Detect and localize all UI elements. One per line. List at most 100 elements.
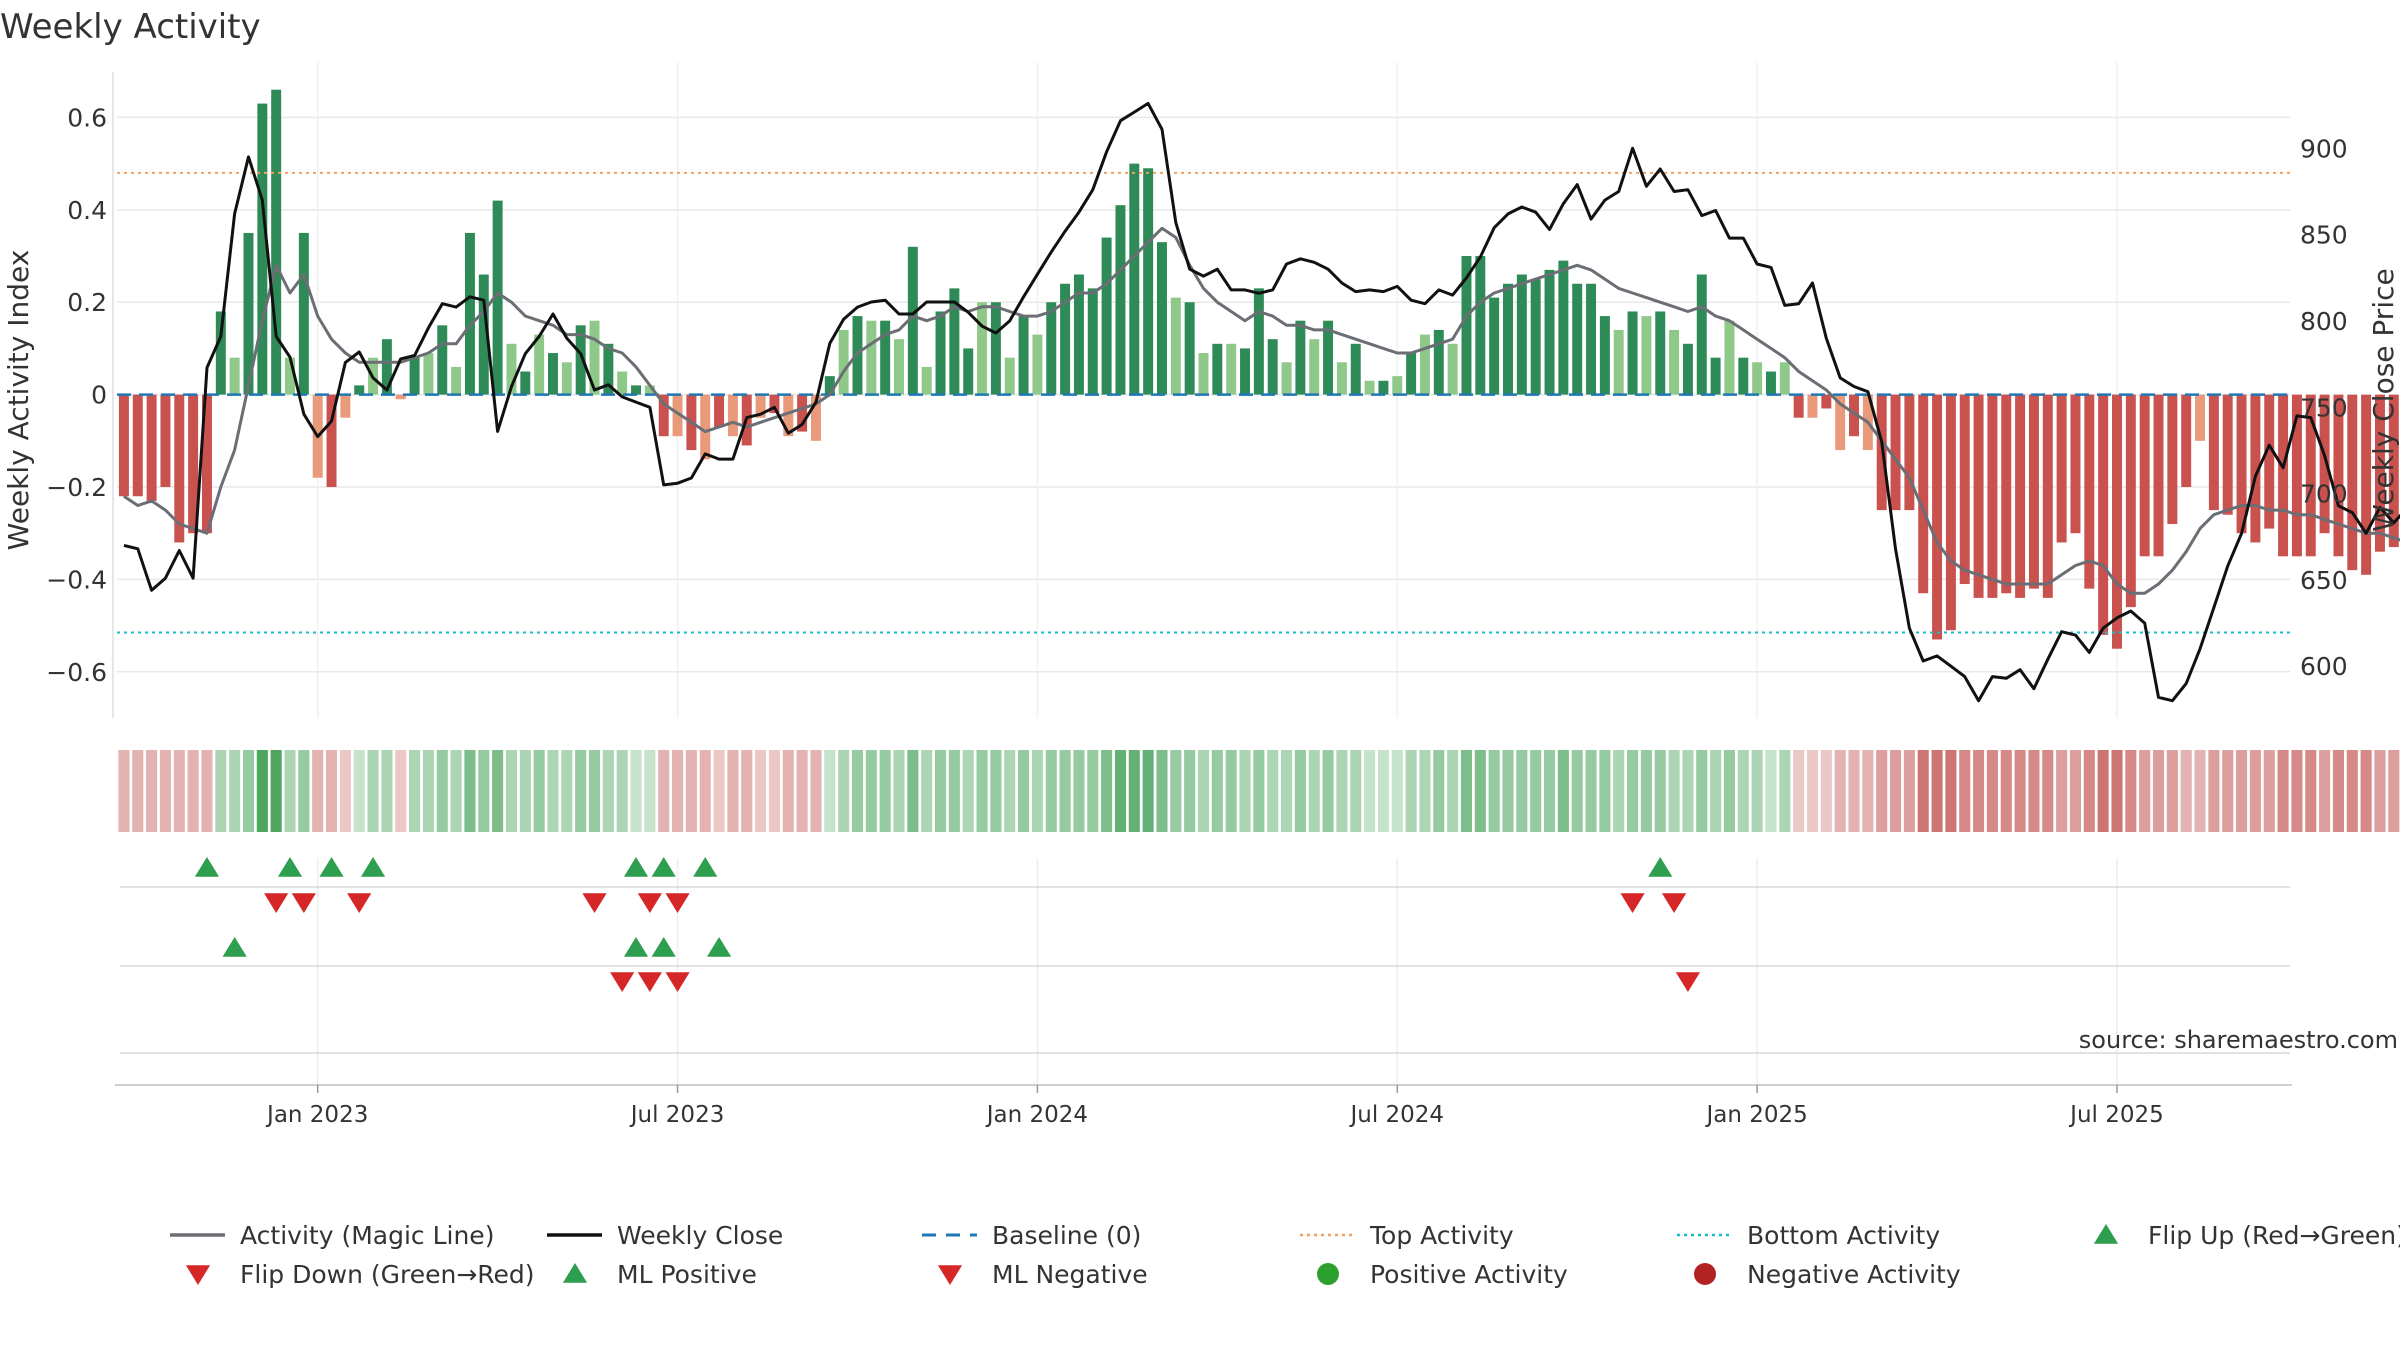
heat-cell-88 — [1336, 750, 1348, 832]
heat-cell-84 — [1281, 750, 1293, 832]
heat-cell-98 — [1474, 750, 1486, 832]
legend-swatch-circle — [1694, 1263, 1716, 1285]
x-tick-label-4: Jan 2025 — [1704, 1102, 1807, 1128]
activity-bar-123 — [1821, 394, 1832, 409]
flip-down-marker-7 — [1661, 893, 1687, 913]
legend-swatch-triangle-down — [185, 1265, 211, 1285]
activity-bar-112 — [1669, 329, 1680, 395]
heat-cell-137 — [2014, 750, 2026, 832]
heat-cell-125 — [1848, 750, 1860, 832]
activity-bar-77 — [1184, 302, 1195, 395]
heat-cell-16 — [339, 750, 351, 832]
heat-cell-106 — [1585, 750, 1597, 832]
heat-cell-123 — [1820, 750, 1832, 832]
activity-bar-118 — [1752, 362, 1763, 395]
heat-cell-74 — [1142, 750, 1154, 832]
activity-bar-139 — [2042, 394, 2053, 598]
heat-cell-38 — [644, 750, 656, 832]
y-tick-label-3: 0 — [91, 381, 107, 410]
y2-axis-title: Weekly Close Price — [2367, 268, 2400, 531]
heat-cell-152 — [2222, 750, 2234, 832]
activity-bar-39 — [658, 394, 669, 437]
activity-bar-87 — [1323, 320, 1334, 395]
ml-negative-marker-0 — [610, 972, 635, 992]
heat-cell-23 — [436, 750, 448, 832]
activity-bar-160 — [2333, 394, 2344, 557]
activity-bar-141 — [2070, 394, 2081, 534]
activity-bar-15 — [326, 394, 337, 488]
heat-cell-50 — [810, 750, 822, 832]
heat-cell-115 — [1710, 750, 1722, 832]
activity-heat-band — [118, 750, 2400, 832]
activity-bar-114 — [1696, 274, 1707, 395]
heat-cell-138 — [2028, 750, 2040, 832]
heat-cell-119 — [1765, 750, 1777, 832]
ml-positive-marker-3 — [706, 937, 732, 957]
activity-bar-110 — [1641, 316, 1652, 395]
heat-cell-52 — [838, 750, 850, 832]
heat-cell-150 — [2194, 750, 2206, 832]
activity-bar-106 — [1586, 283, 1597, 395]
activity-bar-81 — [1240, 348, 1251, 395]
activity-bar-69 — [1073, 274, 1084, 395]
legend-label: ML Positive — [617, 1260, 757, 1289]
heat-cell-124 — [1834, 750, 1846, 832]
x-tick-label-1: Jul 2023 — [629, 1102, 725, 1128]
activity-bar-75 — [1156, 242, 1167, 395]
heat-cell-30 — [533, 750, 545, 832]
flip-up-marker-4 — [623, 857, 649, 877]
activity-bar-13 — [298, 232, 309, 395]
heat-cell-2 — [146, 750, 158, 832]
heat-cell-48 — [782, 750, 794, 832]
activity-bar-28 — [506, 343, 517, 395]
activity-bar-98 — [1475, 256, 1486, 395]
activity-bar-79 — [1212, 343, 1223, 395]
activity-bar-94 — [1419, 334, 1430, 395]
heat-cell-148 — [2166, 750, 2178, 832]
heat-cell-145 — [2125, 750, 2137, 832]
heat-cell-51 — [824, 750, 836, 832]
heat-cell-102 — [1530, 750, 1542, 832]
activity-bar-153 — [2236, 394, 2247, 534]
activity-bar-8 — [229, 357, 240, 395]
activity-bar-88 — [1336, 362, 1347, 395]
legend-label: Positive Activity — [1370, 1260, 1568, 1289]
activity-bar-109 — [1627, 311, 1638, 395]
heat-cell-31 — [547, 750, 559, 832]
heat-cell-91 — [1377, 750, 1389, 832]
heat-cell-70 — [1087, 750, 1099, 832]
activity-bar-115 — [1710, 357, 1721, 395]
activity-bar-130 — [1918, 394, 1929, 594]
activity-bar-24 — [451, 366, 462, 395]
heat-cell-54 — [865, 750, 877, 832]
heat-cell-3 — [159, 750, 171, 832]
heat-cell-85 — [1294, 750, 1306, 832]
activity-bar-1 — [132, 394, 143, 497]
activity-bar-37 — [631, 385, 642, 395]
heat-cell-40 — [672, 750, 684, 832]
activity-bar-128 — [1890, 394, 1901, 511]
heat-cell-64 — [1004, 750, 1016, 832]
activity-bar-63 — [990, 302, 1001, 395]
activity-bar-66 — [1032, 334, 1043, 395]
heat-cell-46 — [755, 750, 767, 832]
heat-cell-37 — [630, 750, 642, 832]
legend-item-4: Bottom Activity — [1677, 1221, 1940, 1250]
activity-bar-60 — [949, 288, 960, 395]
activity-bar-151 — [2208, 394, 2219, 511]
ml-positive-marker-0 — [222, 937, 247, 957]
legend-swatch-circle — [1317, 1263, 1339, 1285]
activity-bar-140 — [2056, 394, 2067, 543]
heat-cell-103 — [1543, 750, 1556, 832]
heat-cell-162 — [2360, 750, 2372, 832]
legend-item-2: Baseline (0) — [922, 1221, 1141, 1250]
heat-cell-144 — [2111, 750, 2123, 832]
heat-cell-110 — [1640, 750, 1652, 832]
heat-cell-76 — [1170, 750, 1182, 832]
heat-cell-8 — [229, 750, 241, 832]
activity-bar-111 — [1655, 311, 1666, 395]
heat-cell-83 — [1267, 750, 1279, 832]
legend-item-3: Top Activity — [1300, 1221, 1514, 1250]
flip-up-marker-6 — [693, 857, 718, 877]
heat-cell-87 — [1322, 750, 1334, 832]
